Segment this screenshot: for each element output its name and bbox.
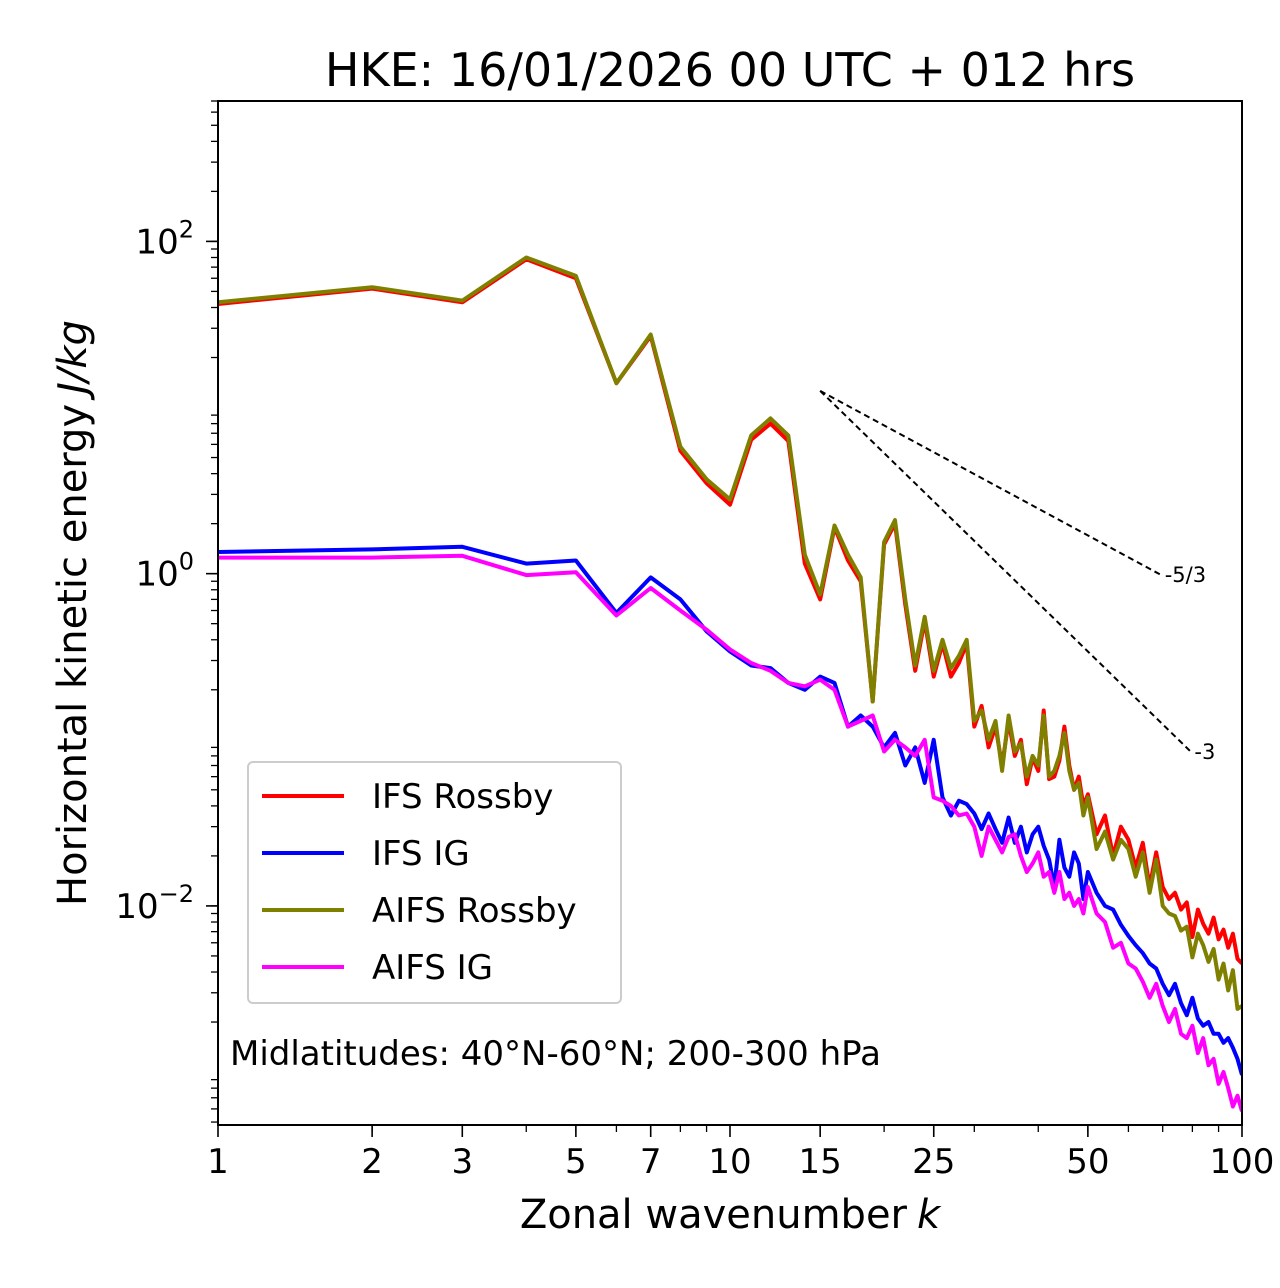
plot-frame	[217, 100, 1243, 1126]
legend-label: IFS IG	[372, 834, 470, 874]
y-axis-label-italic: J/kg	[50, 320, 96, 401]
y-tick-exponent: 0	[179, 548, 194, 576]
series-lines	[218, 255, 1242, 1112]
x-tick-label: 1	[207, 1142, 229, 1182]
x-tick-label: 5	[565, 1142, 587, 1182]
y-tick-exponent: −2	[159, 880, 194, 908]
y-tick-base: 10	[135, 222, 178, 262]
reference-lines: -5/3 -3	[819, 389, 1215, 764]
x-tick-label: 3	[451, 1142, 473, 1182]
x-tick-labels: 1 2 3 5 7 10 15 25 50 100	[207, 1142, 1274, 1182]
y-tick-base: 10	[135, 555, 178, 595]
reference-line-label: -3	[1194, 740, 1215, 764]
legend-label: IFS Rossby	[372, 777, 553, 817]
major-ticks	[206, 240, 1243, 1137]
x-tick-label: 25	[912, 1142, 955, 1182]
legend-label: AIFS Rossby	[372, 891, 577, 931]
x-axis-label-italic: k	[917, 1192, 942, 1238]
x-tick-label: 2	[361, 1142, 383, 1182]
legend-box	[247, 761, 622, 1004]
y-axis-label-text: Horizontal kinetic energy	[50, 404, 96, 906]
series-line-aifs-rossby	[218, 255, 1242, 1011]
y-tick-exponent: 2	[179, 215, 194, 243]
y-tick-label: 102	[135, 215, 194, 262]
legend: IFS Rossby IFS IG AIFS Rossby AIFS IG	[247, 761, 622, 1004]
x-tick-label: 10	[708, 1142, 751, 1182]
legend-entries: IFS Rossby IFS IG AIFS Rossby AIFS IG	[262, 777, 577, 988]
series-line-aifs-ig	[218, 553, 1242, 1112]
y-tick-label: 10−2	[115, 880, 194, 927]
x-axis-label: Zonal wavenumber k	[520, 1192, 942, 1238]
reference-line	[819, 389, 1164, 577]
y-tick-label: 100	[135, 548, 194, 595]
x-axis-label-text: Zonal wavenumber	[520, 1192, 908, 1238]
y-axis-label: Horizontal kinetic energyJ/kg	[50, 320, 96, 906]
region-annotation: Midlatitudes: 40°N-60°N; 200-300 hPa	[230, 1034, 881, 1074]
x-tick-label: 15	[799, 1142, 842, 1182]
x-tick-label: 50	[1066, 1142, 1109, 1182]
chart-title: HKE: 16/01/2026 00 UTC + 012 hrs	[325, 43, 1135, 97]
reference-line-label: -5/3	[1165, 563, 1206, 587]
y-tick-base: 10	[115, 887, 158, 927]
legend-label: AIFS IG	[372, 948, 493, 988]
x-tick-label: 100	[1210, 1142, 1275, 1182]
x-tick-label: 7	[640, 1142, 662, 1182]
reference-line	[819, 390, 1194, 754]
